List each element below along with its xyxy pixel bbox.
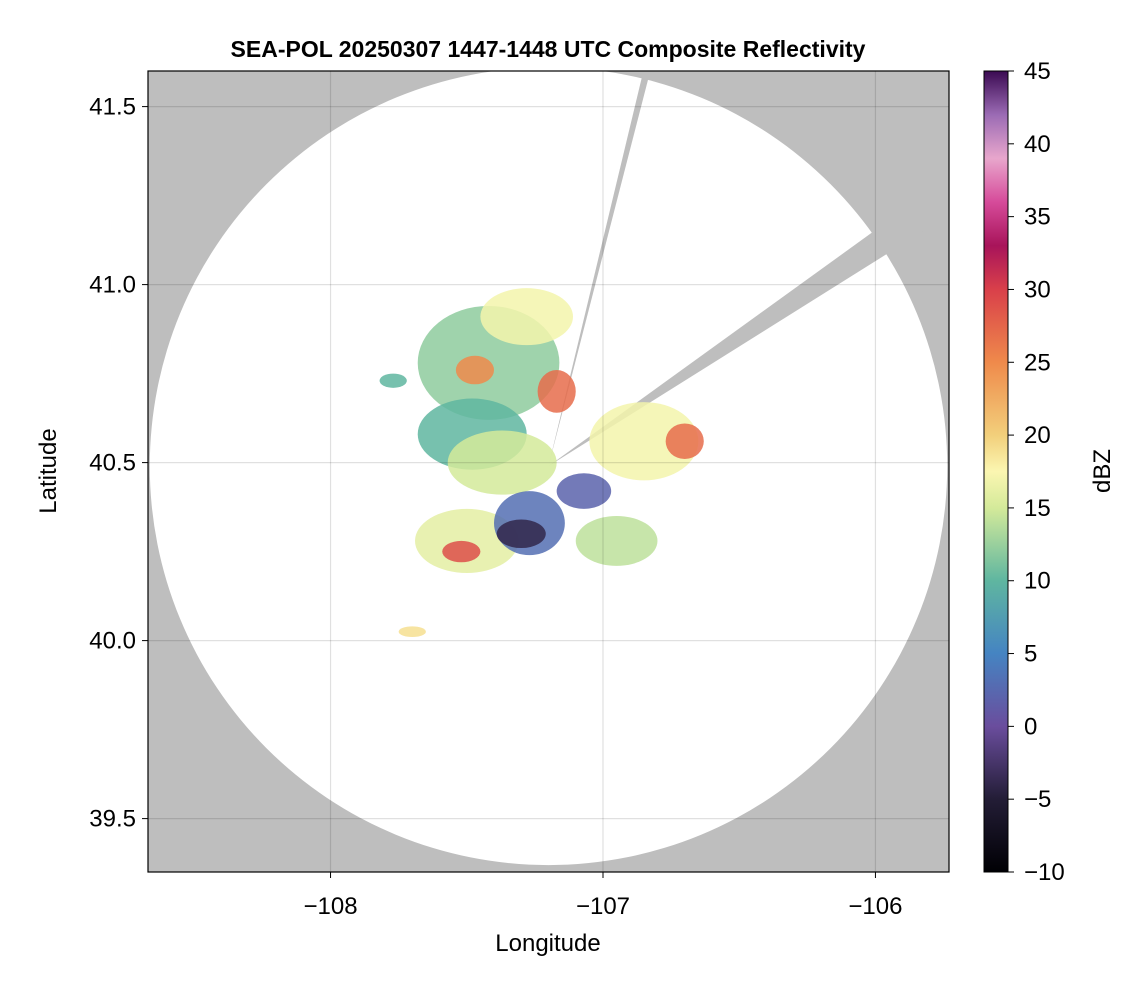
echo-east-core <box>665 423 704 460</box>
blocked-sectors <box>548 71 949 467</box>
chart-title: SEA-POL 20250307 1447-1448 UTC Composite… <box>231 36 866 62</box>
grid-lines <box>148 71 949 872</box>
colorbar-tick-label: 15 <box>1024 495 1051 522</box>
x-tick-label: −106 <box>848 893 902 920</box>
echo-south-east-band <box>575 516 658 566</box>
echo-near-radar-east <box>556 473 612 509</box>
x-tick-label: −107 <box>576 893 630 920</box>
colorbar-tick-label: 30 <box>1024 276 1051 303</box>
y-tick-label: 40.5 <box>89 450 136 477</box>
echo-east-cell <box>589 402 699 481</box>
colorbar-tick-label: −10 <box>1024 859 1065 886</box>
x-axis-ticks: −108 −107 −106 <box>304 872 902 920</box>
echo-small-cell <box>398 626 426 638</box>
colorbar-tick-label: 25 <box>1024 349 1051 376</box>
y-tick-label: 41.0 <box>89 272 136 299</box>
y-axis-ticks: 39.5 40.0 40.5 41.0 41.5 <box>89 94 148 833</box>
echo-north-core <box>455 355 495 385</box>
colorbar-tick-label: −5 <box>1024 786 1051 813</box>
echo-north-top <box>480 288 574 346</box>
colorbar <box>983 70 1009 873</box>
echo-west-fragment <box>379 373 407 388</box>
x-tick-label: −108 <box>304 893 358 920</box>
reflectivity-echoes <box>379 288 704 638</box>
y-axis-label: Latitude <box>35 428 62 513</box>
blocked-sector-1 <box>548 71 651 467</box>
echo-center <box>447 430 557 495</box>
plot-area <box>148 71 949 872</box>
echo-north-east-core <box>537 370 576 413</box>
colorbar-ticks: −10 −5 0 5 10 15 20 25 30 35 40 45 <box>1008 58 1065 886</box>
colorbar-tick-label: 10 <box>1024 568 1051 595</box>
y-tick-label: 40.0 <box>89 628 136 655</box>
y-tick-label: 39.5 <box>89 806 136 833</box>
x-axis-label: Longitude <box>495 930 600 957</box>
colorbar-tick-label: 45 <box>1024 58 1051 85</box>
plot-frame <box>147 70 950 873</box>
colorbar-label: dBZ <box>1089 449 1116 493</box>
echo-south-west-cell <box>415 508 519 573</box>
y-tick-label: 41.5 <box>89 94 136 121</box>
echo-south-center-band <box>496 519 546 549</box>
colorbar-tick-label: 40 <box>1024 131 1051 158</box>
echo-south-west-core <box>442 540 481 563</box>
colorbar-tick-label: 20 <box>1024 422 1051 449</box>
blocked-sector-2 <box>548 176 949 467</box>
colorbar-tick-label: 5 <box>1024 641 1037 668</box>
colorbar-tick-label: 35 <box>1024 204 1051 231</box>
colorbar-tick-label: 0 <box>1024 713 1037 740</box>
